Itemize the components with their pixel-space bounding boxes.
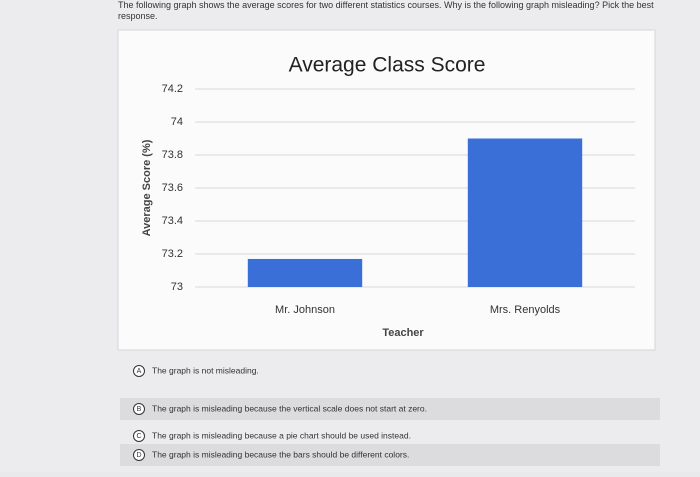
option[interactable]: A The graph is not misleading. [133, 365, 259, 377]
y-tick-label: 73.6 [162, 182, 183, 194]
option-text: The graph is not misleading. [152, 365, 259, 375]
x-tick-label: Mr. Johnson [275, 304, 335, 316]
x-tick-label: Mrs. Renyolds [490, 304, 561, 316]
y-axis-label: Average Score (%) [141, 139, 153, 236]
option-row-bg [120, 444, 660, 466]
option-text: The graph is misleading because the bars… [152, 449, 409, 459]
option-row-bg [120, 398, 660, 420]
chart-title: Average Class Score [289, 54, 486, 77]
bar [467, 138, 583, 287]
bar [247, 258, 363, 287]
y-tick-label: 73.2 [162, 248, 183, 260]
option-letter: A [137, 368, 142, 375]
y-tick-label: 74 [171, 116, 183, 128]
option-letter: D [136, 452, 141, 459]
question: The following graph shows the average sc… [118, 0, 654, 21]
y-tick-label: 73.8 [162, 149, 183, 161]
x-axis-label: Teacher [382, 327, 424, 339]
option-radio[interactable] [133, 403, 145, 415]
option-text: The graph is misleading because a pie ch… [152, 430, 411, 440]
y-tick-label: 74.2 [162, 83, 183, 95]
option[interactable]: C The graph is misleading because a pie c… [133, 430, 411, 442]
y-tick-label: 73 [171, 281, 183, 293]
options: A The graph is not misleading. B The graph … [120, 365, 660, 466]
option-radio[interactable] [133, 430, 145, 442]
option[interactable]: B The graph is misleading because the ver… [133, 403, 427, 415]
y-tick-label: 73.4 [162, 215, 183, 227]
option-radio[interactable] [133, 449, 145, 461]
option-text: The graph is misleading because the vert… [152, 403, 427, 413]
option[interactable]: D The graph is misleading because the bar… [133, 449, 410, 461]
option-letter: B [137, 406, 142, 413]
option-letter: C [136, 433, 141, 440]
option-radio[interactable] [133, 365, 145, 377]
question-box: The following graph shows the average sc… [118, 0, 654, 21]
